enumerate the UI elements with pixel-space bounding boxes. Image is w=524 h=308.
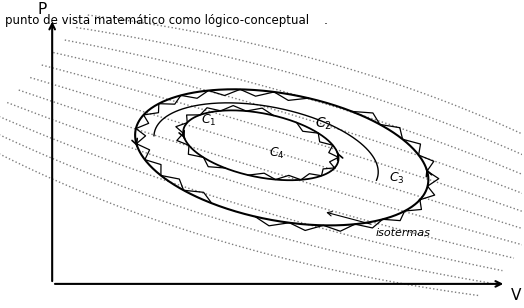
Text: $C_1$: $C_1$ xyxy=(201,113,216,128)
Text: isotermas: isotermas xyxy=(328,212,431,238)
Text: $C_2$: $C_2$ xyxy=(315,115,332,132)
Text: V: V xyxy=(511,288,522,303)
Text: P: P xyxy=(38,2,47,17)
Text: $C_3$: $C_3$ xyxy=(389,170,405,185)
Text: $C_4$: $C_4$ xyxy=(269,146,285,161)
Text: punto de vista matemático como lógico-conceptual    .: punto de vista matemático como lógico-co… xyxy=(5,14,328,27)
